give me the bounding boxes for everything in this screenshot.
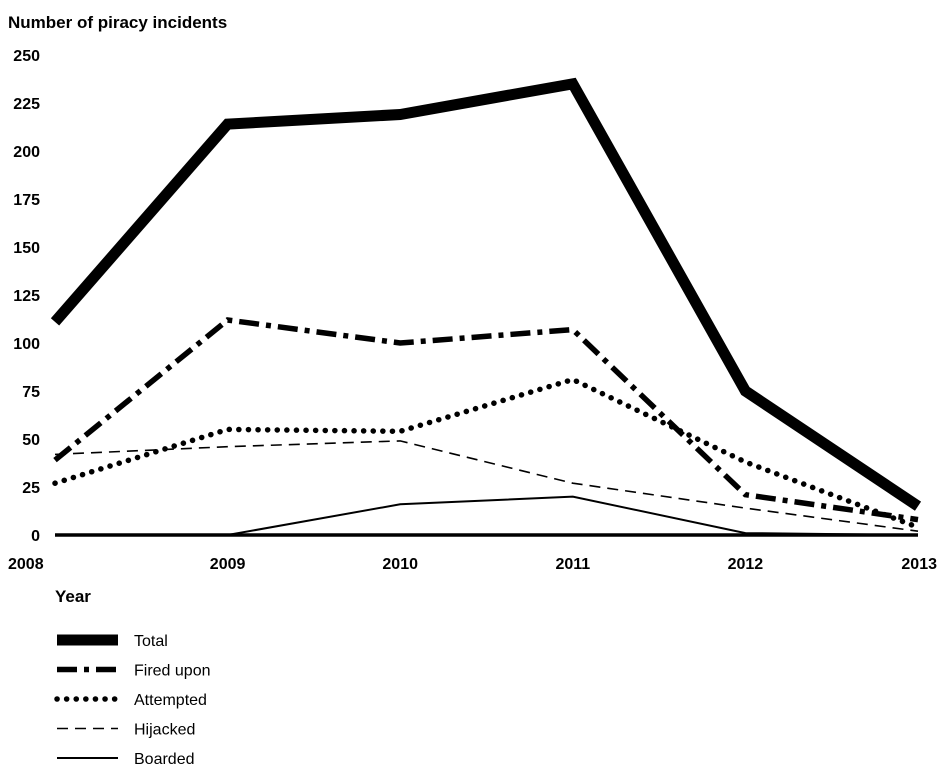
series-lines	[50, 77, 922, 536]
series-line-total	[50, 77, 922, 511]
x-axis-ticks: 2008 2009 2010 2011 2012 2013	[8, 556, 937, 573]
legend-label: Attempted	[134, 692, 207, 709]
series-line-attempted	[52, 376, 921, 531]
y-tick-label: 250	[13, 48, 40, 65]
y-tick-label: 50	[22, 432, 40, 449]
legend-label: Hijacked	[134, 722, 195, 739]
legend: Total Fired upon Attempted Hijacked Boarded	[54, 633, 211, 766]
y-tick-label: 100	[13, 336, 40, 353]
y-tick-label: 75	[22, 384, 40, 401]
y-tick-label: 150	[13, 240, 40, 257]
x-tick-label: 2013	[901, 556, 937, 573]
x-tick-label: 2012	[728, 556, 764, 573]
series-line-boarded	[55, 495, 919, 536]
x-tick-label: 2009	[210, 556, 246, 573]
series-line-hijacked	[54, 440, 919, 532]
legend-label: Fired upon	[134, 663, 211, 680]
series-line-fired-upon	[53, 317, 919, 523]
x-tick-label: 2010	[382, 556, 418, 573]
legend-label: Total	[134, 633, 168, 650]
y-tick-label: 200	[13, 144, 40, 161]
x-tick-label: 2011	[555, 556, 590, 573]
y-tick-label: 25	[22, 480, 40, 497]
y-tick-label: 175	[13, 192, 40, 209]
x-tick-label: 2008	[8, 556, 44, 573]
legend-label: Boarded	[134, 751, 195, 766]
x-axis-title: Year	[55, 587, 91, 606]
y-tick-label: 0	[31, 528, 40, 545]
y-tick-label: 225	[13, 96, 40, 113]
y-axis-label: Number of piracy incidents	[8, 13, 227, 32]
y-tick-label: 125	[13, 288, 40, 305]
y-axis-ticks: 0 25 50 75 100 125 150 175 200 225 250	[13, 48, 40, 545]
